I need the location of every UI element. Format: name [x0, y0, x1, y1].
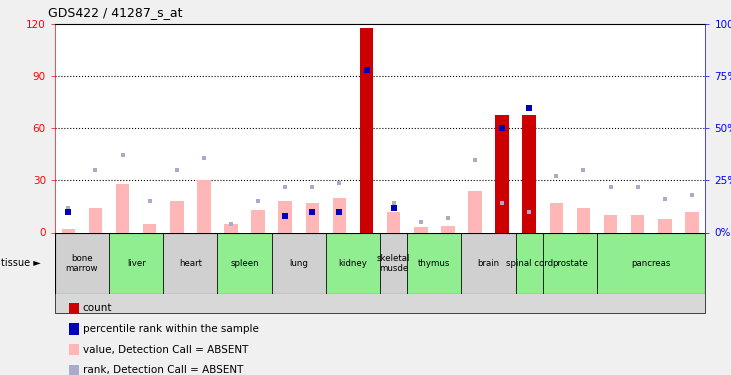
Bar [170, 201, 183, 232]
Text: rank, Detection Call = ABSENT: rank, Detection Call = ABSENT [83, 365, 243, 375]
Bar [496, 224, 509, 232]
Text: value, Detection Call = ABSENT: value, Detection Call = ABSENT [83, 345, 248, 354]
Bar [109, 232, 163, 294]
Bar [469, 191, 482, 232]
Bar [217, 232, 272, 294]
Bar [441, 226, 455, 232]
Bar [224, 224, 238, 232]
Bar [326, 232, 380, 294]
Bar [414, 227, 428, 232]
Text: prostate: prostate [552, 259, 588, 268]
Bar [604, 215, 617, 232]
Bar [523, 115, 536, 232]
Bar [542, 232, 597, 294]
Bar [306, 203, 319, 232]
Text: GDS422 / 41287_s_at: GDS422 / 41287_s_at [48, 6, 182, 19]
Bar [88, 208, 102, 232]
Bar [597, 232, 705, 294]
Bar [631, 215, 645, 232]
Text: kidney: kidney [338, 259, 368, 268]
Text: heart: heart [179, 259, 202, 268]
Bar [523, 224, 536, 232]
Text: pancreas: pancreas [632, 259, 671, 268]
Bar [515, 232, 542, 294]
Bar [658, 219, 672, 232]
Bar [380, 232, 407, 294]
Text: liver: liver [126, 259, 145, 268]
Bar [407, 232, 461, 294]
Bar [685, 211, 699, 232]
Bar [115, 184, 129, 232]
Text: skeletal
musde: skeletal musde [377, 254, 410, 273]
Bar [333, 198, 346, 232]
Text: brain: brain [477, 259, 499, 268]
Bar [143, 224, 156, 232]
Bar [461, 232, 515, 294]
Bar [577, 208, 590, 232]
Bar [550, 203, 563, 232]
Bar [496, 115, 509, 232]
Bar [61, 229, 75, 232]
Text: percentile rank within the sample: percentile rank within the sample [83, 324, 259, 334]
Bar [163, 232, 217, 294]
Text: count: count [83, 303, 112, 313]
Text: spleen: spleen [230, 259, 259, 268]
Text: bone
marrow: bone marrow [66, 254, 98, 273]
Bar [387, 211, 401, 232]
Bar [251, 210, 265, 232]
Bar [360, 28, 374, 233]
Text: tissue ►: tissue ► [1, 258, 40, 268]
Bar [197, 180, 211, 232]
Text: lung: lung [289, 259, 308, 268]
Bar [272, 232, 326, 294]
Text: thymus: thymus [418, 259, 450, 268]
Text: spinal cord: spinal cord [506, 259, 553, 268]
Bar [55, 232, 109, 294]
Bar [279, 201, 292, 232]
